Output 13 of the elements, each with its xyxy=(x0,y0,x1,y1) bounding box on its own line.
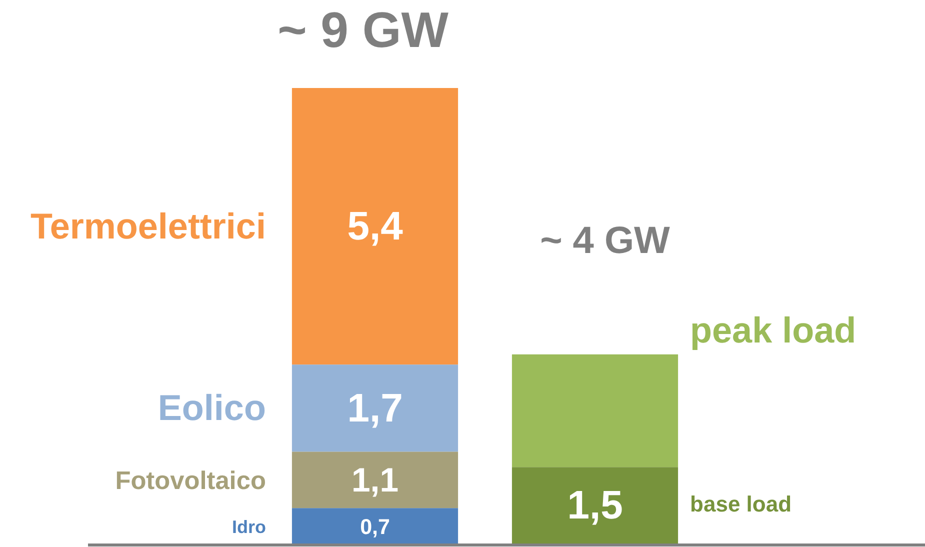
series-label: Eolico xyxy=(158,387,266,428)
data-label: 5,4 xyxy=(347,204,404,248)
series-label: Idro xyxy=(232,517,266,538)
series-label: peak load xyxy=(690,309,856,350)
data-label: 1,7 xyxy=(347,386,403,430)
data-label: 1,5 xyxy=(567,484,623,528)
data-label: 0,7 xyxy=(360,514,390,539)
series-label: Fotovoltaico xyxy=(115,466,266,495)
series-label: Termoelettrici xyxy=(30,205,266,246)
series-label: base load xyxy=(690,492,792,517)
text: ~ 9 GW xyxy=(278,2,450,58)
data-label: 1,1 xyxy=(352,461,398,500)
annotation: ~ 4 GW xyxy=(540,220,670,262)
